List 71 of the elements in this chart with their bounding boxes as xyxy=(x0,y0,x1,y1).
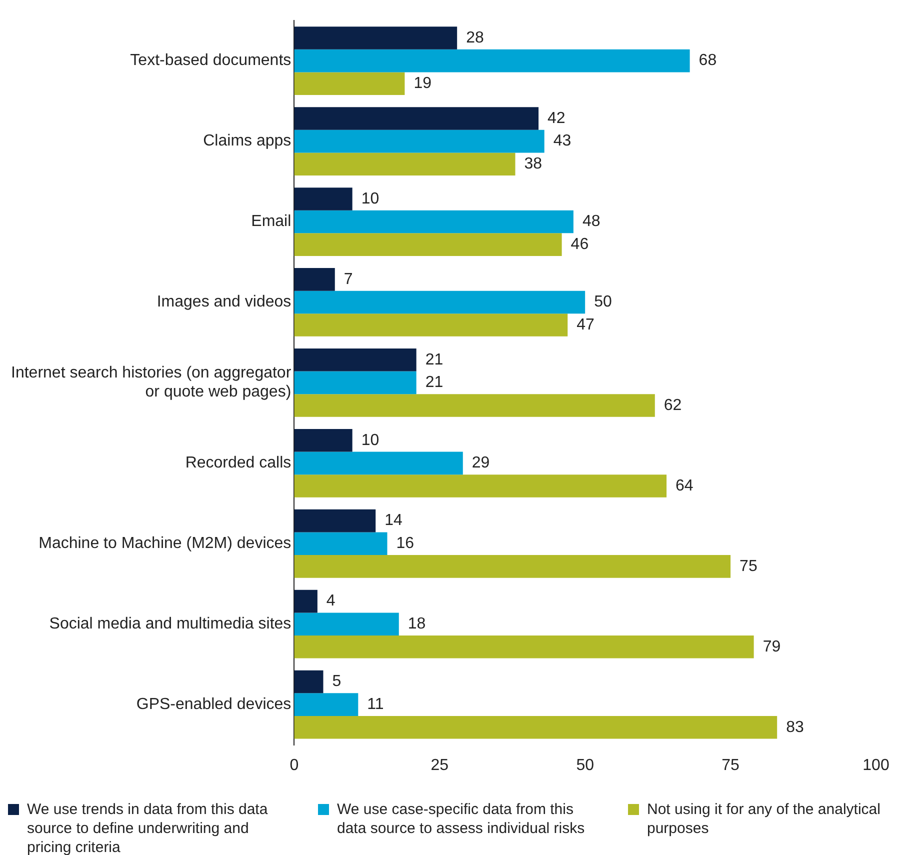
data-label: 68 xyxy=(698,52,717,70)
y-tick-label: Social media and multimedia sites xyxy=(49,616,292,633)
bar xyxy=(294,348,416,372)
bar xyxy=(294,555,731,578)
data-label: 4 xyxy=(326,592,336,610)
bar xyxy=(294,532,388,556)
data-label: 29 xyxy=(472,454,490,472)
data-label: 79 xyxy=(762,638,781,656)
bar xyxy=(294,428,352,452)
data-label: 21 xyxy=(425,351,444,368)
data-label: 16 xyxy=(396,535,414,552)
bar xyxy=(294,474,667,498)
data-label: 5 xyxy=(332,673,342,690)
y-tick-label: Images and videos xyxy=(156,294,292,311)
bar xyxy=(294,452,463,475)
bar xyxy=(294,26,458,50)
bar xyxy=(294,716,778,739)
x-tick-label: 100 xyxy=(862,756,890,774)
data-label: 50 xyxy=(594,294,612,311)
x-tick-label: 50 xyxy=(576,756,594,774)
data-label: 47 xyxy=(576,316,595,334)
data-label: 21 xyxy=(425,374,444,392)
bar xyxy=(294,590,318,613)
data-label: 19 xyxy=(414,75,432,92)
y-tick-label: Claims apps xyxy=(203,132,292,150)
bar xyxy=(294,371,416,394)
legend-label: Not using it for any of the analytical purposes xyxy=(647,800,882,838)
bar xyxy=(294,210,574,234)
bar xyxy=(294,636,754,658)
bar xyxy=(294,268,335,291)
data-label: 83 xyxy=(786,718,804,736)
bar xyxy=(294,49,690,72)
data-label: 42 xyxy=(548,110,566,127)
legend-label: We use trends in data from this data source to define underwriting and pricing criteria xyxy=(27,800,269,855)
y-tick-label: Machine to Machine (M2M) devices xyxy=(38,535,292,552)
data-label: 7 xyxy=(344,270,353,288)
data-label: 46 xyxy=(570,236,589,253)
x-tick-label: 25 xyxy=(430,756,449,774)
bar xyxy=(294,394,655,417)
data-label: 14 xyxy=(384,512,403,530)
bar xyxy=(294,130,544,153)
legend-label: We use case-specific data from this data source to assess individual risks xyxy=(337,800,586,838)
y-tick-label: Text-based documents xyxy=(130,52,292,70)
data-label: 38 xyxy=(524,156,542,173)
data-label: 11 xyxy=(367,696,384,713)
bar xyxy=(294,72,405,96)
x-tick-label: 0 xyxy=(290,756,299,774)
bar xyxy=(294,693,358,716)
bar xyxy=(294,612,399,636)
x-tick-label: 75 xyxy=(722,756,740,774)
bar xyxy=(294,233,562,256)
bar xyxy=(294,670,324,694)
y-tick-label: Internet search histories (on aggregator or quote web pages) xyxy=(11,364,292,401)
bar xyxy=(294,188,352,210)
bar xyxy=(294,314,568,336)
data-label: 18 xyxy=(408,616,426,633)
y-tick-label: Email xyxy=(251,213,292,230)
bar xyxy=(294,509,376,532)
bar xyxy=(294,107,539,130)
bar xyxy=(294,152,516,176)
data-label: 10 xyxy=(361,190,380,208)
data-label: 43 xyxy=(553,132,572,150)
data-label: 48 xyxy=(582,213,600,230)
bar xyxy=(294,290,586,314)
y-tick-label: GPS-enabled devices xyxy=(136,696,292,713)
data-label: 28 xyxy=(466,29,484,46)
data-label: 62 xyxy=(664,396,682,414)
data-label: 64 xyxy=(676,477,694,494)
data-label: 75 xyxy=(740,558,758,575)
data-label: 10 xyxy=(361,432,380,449)
y-tick-label: Recorded calls xyxy=(185,454,292,472)
